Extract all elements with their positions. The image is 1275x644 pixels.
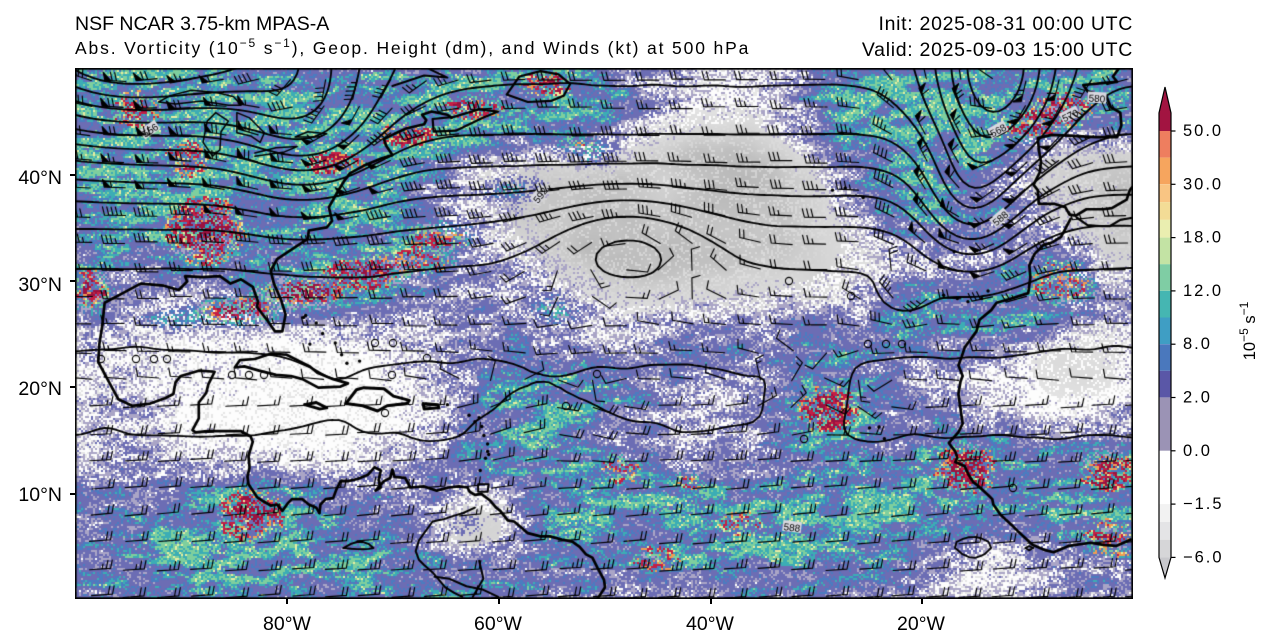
svg-text:30.0: 30.0 <box>1183 175 1223 193</box>
svg-text:−6.0: −6.0 <box>1183 548 1224 566</box>
svg-text:2.0: 2.0 <box>1183 389 1212 407</box>
svg-text:12.0: 12.0 <box>1183 282 1223 300</box>
svg-text:−1.5: −1.5 <box>1183 495 1224 513</box>
svg-text:0.0: 0.0 <box>1183 442 1212 460</box>
svg-text:8.0: 8.0 <box>1183 335 1212 353</box>
svg-text:10−5 s−1: 10−5 s−1 <box>1237 301 1259 360</box>
svg-text:18.0: 18.0 <box>1183 229 1223 247</box>
svg-text:50.0: 50.0 <box>1183 122 1223 140</box>
